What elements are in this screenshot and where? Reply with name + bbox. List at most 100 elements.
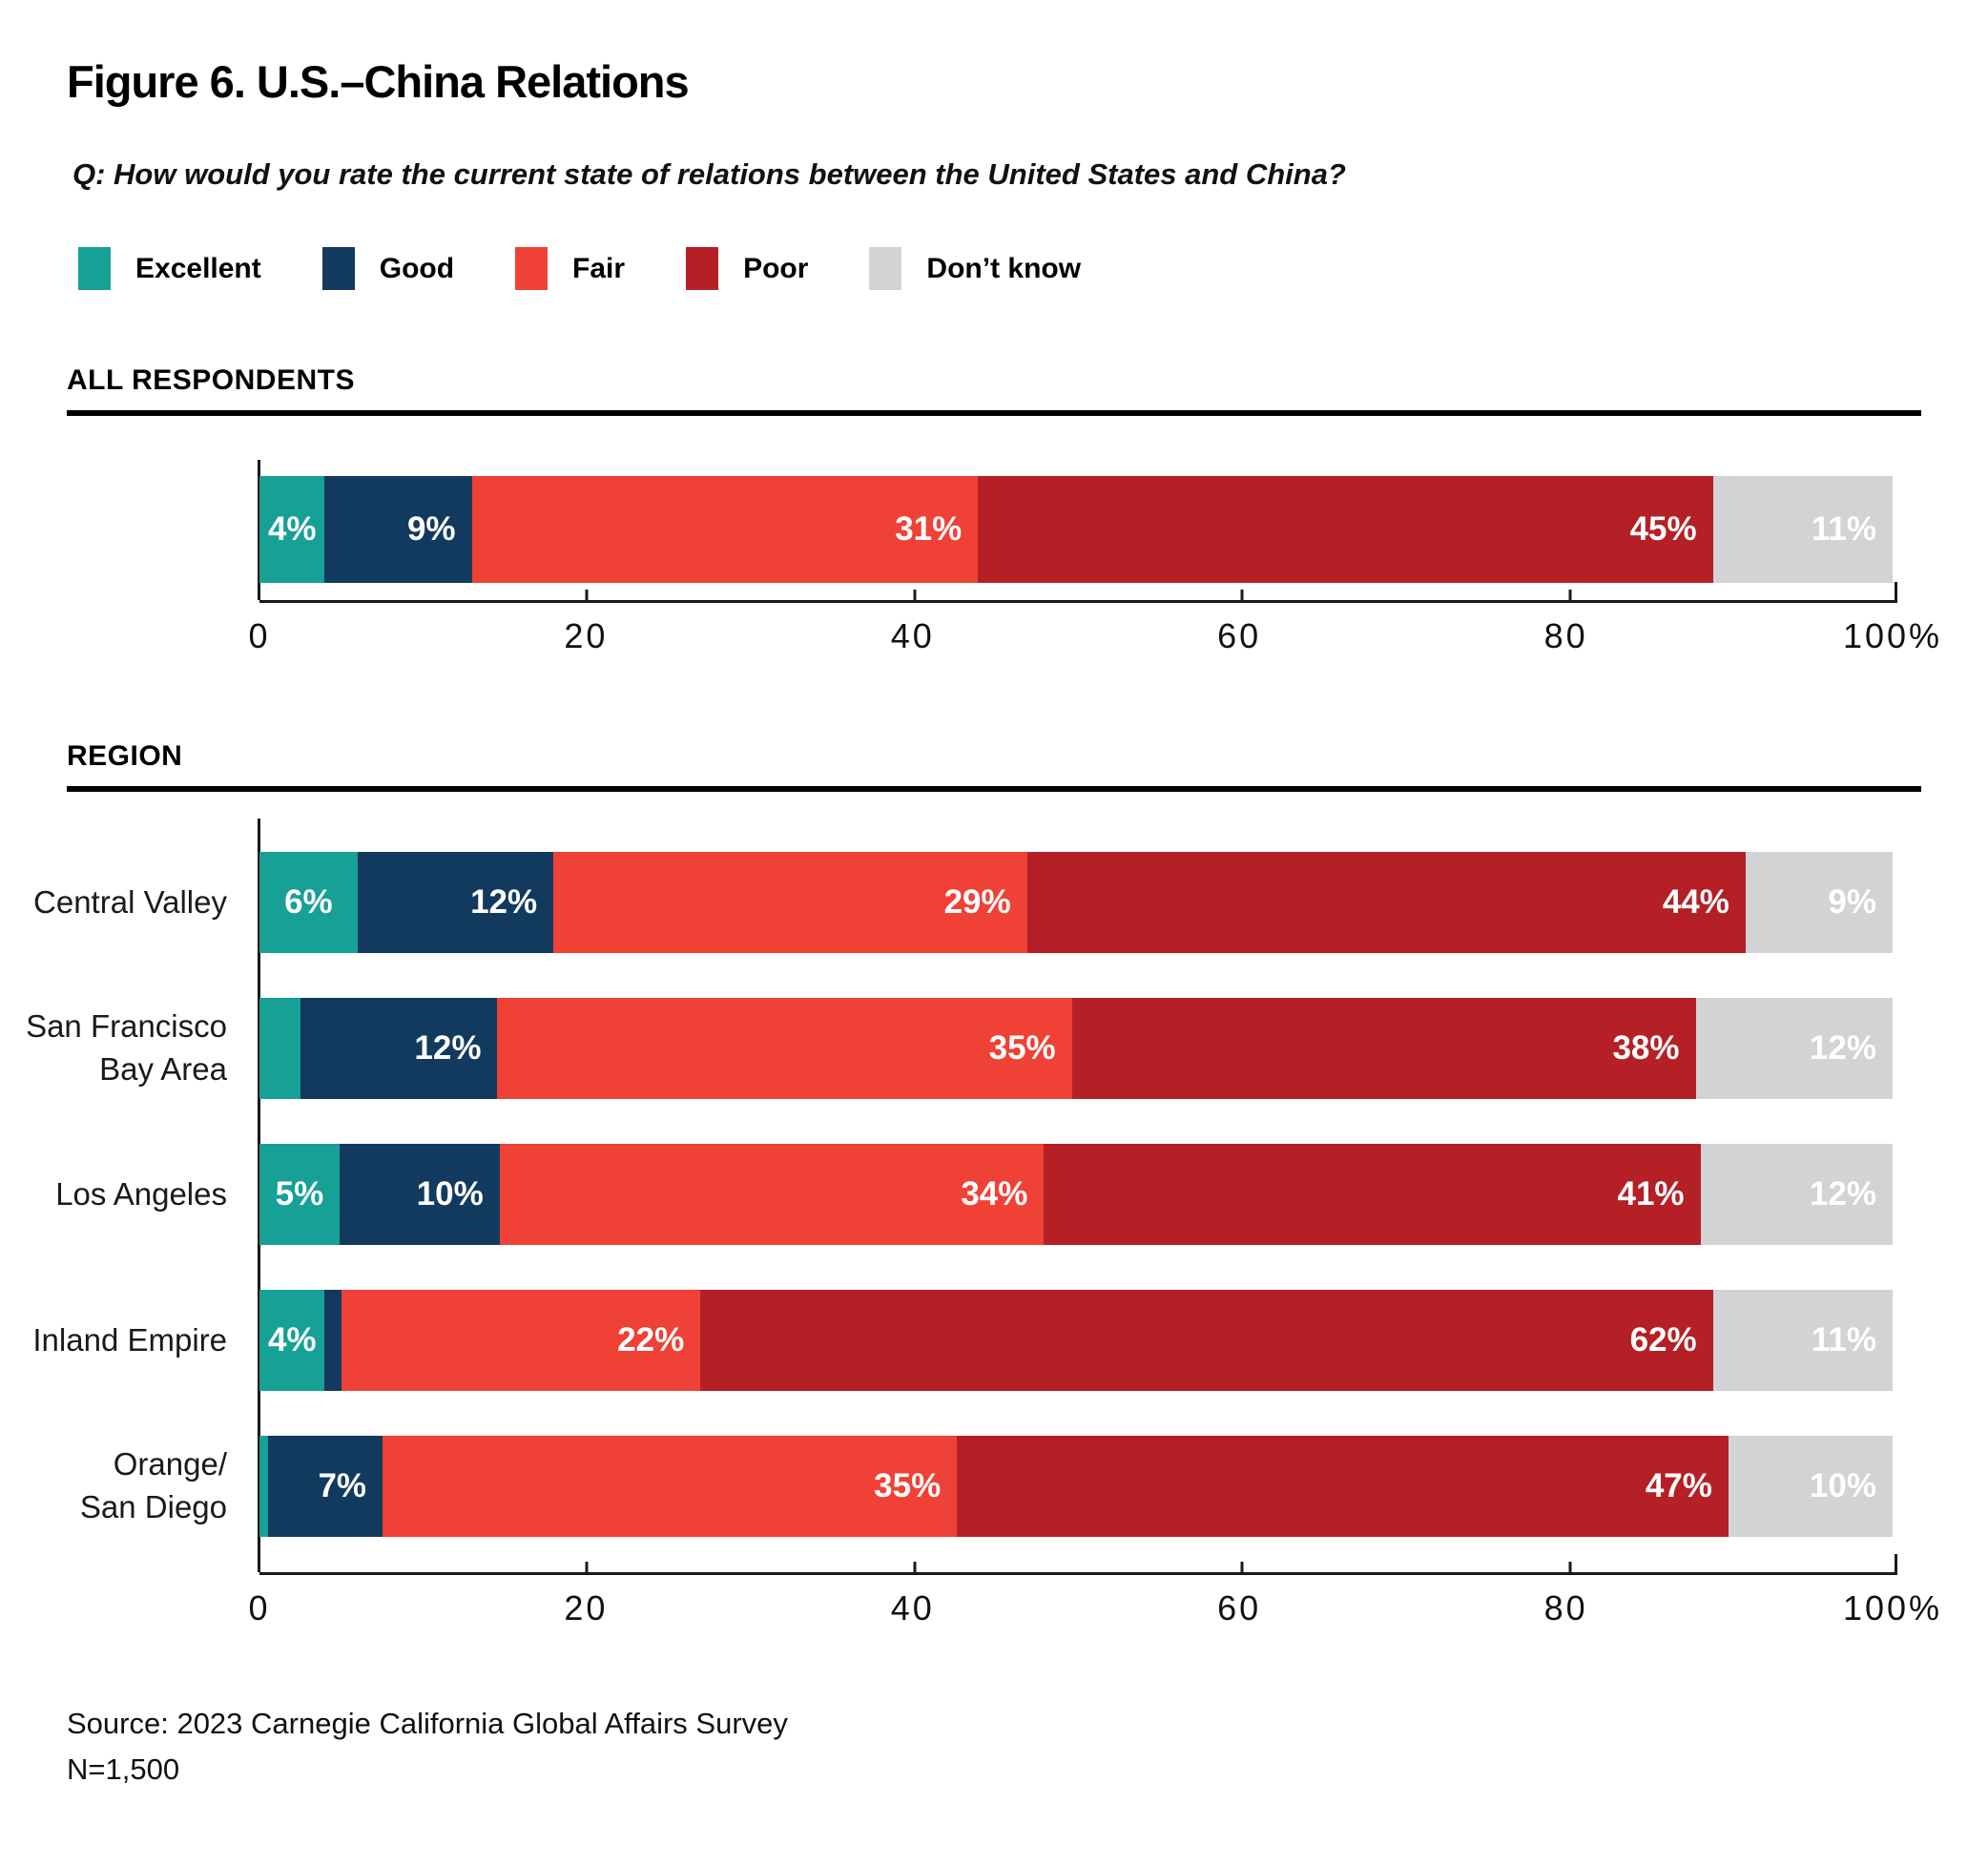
segment-value-label: 22%: [617, 1321, 685, 1358]
segment-value-label: 34%: [961, 1175, 1028, 1213]
x-axis-line: [259, 1554, 1897, 1575]
x-axis-labels: 0 20 40 60 80 100%: [248, 1588, 1939, 1638]
legend-item-poor: Poor: [686, 247, 808, 290]
x-axis-tick: [1568, 1562, 1572, 1572]
segment-value-label: 12%: [1809, 1175, 1876, 1213]
segment-value-label: 6%: [284, 883, 333, 921]
x-axis-tick: [585, 590, 589, 600]
x-axis-tick-label: 100%: [1842, 616, 1943, 655]
x-axis-tick-label: 60: [1217, 1588, 1262, 1628]
bar-segment-excellent: 6%: [259, 852, 358, 953]
bar-segment-don-t-know: 10%: [1728, 1436, 1893, 1537]
x-axis-end-tick: [1895, 582, 1897, 600]
bar-segment-fair: 35%: [497, 998, 1072, 1099]
x-axis-tick: [1240, 590, 1244, 600]
x-axis-end-tick: [1895, 1554, 1897, 1572]
segment-value-label: 9%: [406, 510, 456, 548]
segment-value-label: 12%: [470, 883, 538, 921]
section-divider: [67, 786, 1921, 792]
bar-segment-poor: 62%: [700, 1290, 1713, 1391]
segment-value-label: 11%: [1811, 510, 1876, 548]
x-axis-tick-label: 40: [890, 616, 935, 655]
section-title: REGION: [67, 740, 183, 772]
bar-segment-poor: 45%: [978, 476, 1713, 583]
dont-know-swatch-icon: [869, 247, 902, 290]
row-label-line: Central Valley: [33, 883, 227, 920]
segment-value-label: 12%: [1809, 1029, 1876, 1067]
segment-value-label: 12%: [414, 1029, 482, 1067]
legend-label: Poor: [743, 252, 809, 284]
segment-value-label: 45%: [1629, 510, 1697, 548]
bar-segment-good: 9%: [324, 476, 472, 583]
bar-segment-fair: 34%: [499, 1144, 1045, 1245]
x-axis-tick-label: 80: [1543, 1588, 1588, 1628]
x-axis-tick: [913, 1562, 917, 1572]
section-all-respondents: ALL RESPONDENTS 4% 9% 31% 45% 11% 0 20 40 60 80 1…: [0, 364, 1988, 666]
x-axis-labels: 0 20 40 60 80 100%: [248, 616, 1939, 666]
row-label: San Francisco Bay Area: [0, 998, 227, 1099]
bar-segment-excellent: 4%: [259, 476, 325, 583]
poor-swatch-icon: [686, 247, 719, 290]
sample-size: N=1,500: [67, 1752, 180, 1787]
bar-segment-excellent: 5%: [259, 1144, 340, 1245]
segment-value-label: 5%: [275, 1175, 324, 1213]
x-axis-tick-label: 20: [564, 616, 609, 655]
source-line: Source: 2023 Carnegie California Global …: [67, 1707, 788, 1740]
fair-swatch-icon: [515, 247, 549, 290]
plot-area: 4% 9% 31% 45% 11%: [258, 460, 1893, 600]
legend-label: Don’t know: [926, 252, 1082, 284]
section-region: REGION Central Valley 6% 12% 29% 44% 9% San Fr…: [0, 740, 1988, 1638]
legend-item-excellent: Excellent: [78, 247, 261, 290]
row-label: Central Valley: [0, 852, 227, 953]
x-axis-tick-label: 60: [1217, 616, 1262, 655]
good-swatch-icon: [321, 247, 355, 290]
bar-segment-good: 12%: [357, 852, 554, 953]
row-label: Orange/San Diego: [0, 1436, 227, 1537]
legend: Excellent Good Fair Poor Don’t know: [78, 247, 1988, 290]
bar-segment-fair: 29%: [553, 852, 1027, 953]
bar-segment-poor: 41%: [1044, 1144, 1701, 1245]
segment-value-label: 4%: [267, 510, 317, 548]
bar-row: 4% 9% 31% 45% 11%: [259, 476, 1893, 583]
bar-segment-excellent: 4%: [259, 1290, 325, 1391]
legend-label: Good: [379, 252, 455, 284]
bar-segment-excellent: [259, 998, 300, 1099]
x-axis-tick: [913, 590, 917, 600]
bar-row: Orange/San Diego 7% 35% 47% 10%: [80, 1436, 1893, 1537]
bar-segment-don-t-know: 11%: [1712, 1290, 1893, 1391]
row-label: Los Angeles: [0, 1144, 227, 1245]
row-label-line: Los Angeles: [55, 1175, 227, 1212]
bar-segment-excellent: [259, 1436, 268, 1537]
row-label-line: Inland Empire: [32, 1321, 227, 1358]
bar-row: Los Angeles 5% 10% 34% 41% 12%: [55, 1144, 1893, 1245]
x-axis-tick-label: 100%: [1842, 1588, 1943, 1628]
bar-row: Inland Empire 4% 22% 62% 11%: [32, 1290, 1893, 1391]
section-divider: [67, 410, 1921, 416]
bar-segment-poor: 44%: [1026, 852, 1746, 953]
bar-segment-fair: 35%: [383, 1436, 958, 1537]
excellent-swatch-icon: [78, 247, 111, 290]
bar-segment-don-t-know: 9%: [1745, 852, 1893, 953]
survey-question: Q: How would you rate the current state …: [72, 157, 1346, 191]
segment-value-label: 62%: [1629, 1321, 1697, 1358]
x-axis-tick: [585, 1562, 589, 1572]
bar-segment-poor: 47%: [957, 1436, 1729, 1537]
bar-segment-don-t-know: 12%: [1700, 1144, 1893, 1245]
legend-item-fair: Fair: [515, 247, 625, 290]
segment-value-label: 10%: [1809, 1467, 1876, 1504]
legend-item-dont-know: Don’t know: [869, 247, 1081, 290]
legend-label: Excellent: [135, 252, 261, 284]
segment-value-label: 35%: [988, 1029, 1056, 1067]
bar-row: Central Valley 6% 12% 29% 44% 9%: [33, 852, 1893, 953]
x-axis-tick-label: 40: [890, 1588, 935, 1628]
row-label: Inland Empire: [0, 1290, 227, 1391]
figure-title: Figure 6. U.S.–China Relations: [67, 56, 690, 107]
plot-area: Central Valley 6% 12% 29% 44% 9% San Francisco…: [26, 819, 1893, 1572]
segment-value-label: 4%: [267, 1321, 317, 1358]
legend-label: Fair: [572, 252, 626, 284]
segment-value-label: 35%: [874, 1467, 942, 1504]
segment-value-label: 31%: [895, 510, 963, 548]
x-axis-tick-label: 0: [248, 1588, 271, 1628]
segment-value-label: 44%: [1662, 883, 1729, 921]
x-axis-line: [259, 582, 1897, 603]
